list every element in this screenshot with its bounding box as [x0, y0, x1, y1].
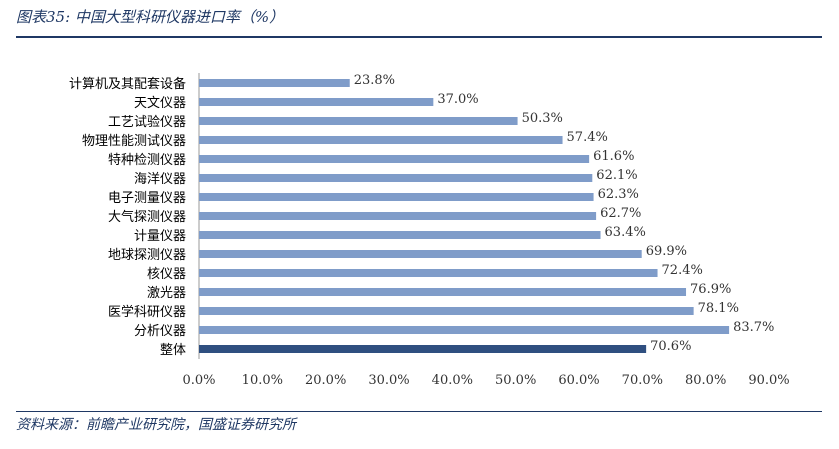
value-label-3: 57.4% — [567, 130, 608, 145]
category-label-1: 天文仪器 — [134, 96, 186, 111]
category-label-14: 整体 — [160, 343, 186, 358]
tick-label-4: 40.0% — [432, 373, 473, 388]
value-label-8: 63.4% — [605, 225, 646, 240]
value-label-6: 62.3% — [598, 187, 639, 202]
category-label-5: 海洋仪器 — [134, 172, 186, 187]
source-rule — [16, 411, 822, 412]
value-label-5: 62.1% — [596, 168, 637, 183]
bar-14 — [199, 345, 647, 353]
value-label-1: 37.0% — [437, 92, 478, 107]
value-label-10: 72.4% — [662, 263, 703, 278]
bar-7 — [199, 212, 597, 220]
value-labels-group: 23.8% 37.0% 50.3% 57.4% 61.6% 62.1% 62.3% 62.7%… — [354, 73, 775, 354]
bar-11 — [199, 288, 687, 296]
category-labels-group: 计算机及其配套设备天文仪器工艺试验仪器物理性能测试仪器特种检测仪器海洋仪器电子测… — [69, 76, 186, 358]
value-label-14: 70.6% — [650, 339, 691, 354]
category-label-6: 电子测量仪器 — [108, 191, 186, 206]
category-label-8: 计量仪器 — [134, 229, 186, 244]
category-label-0: 计算机及其配套设备 — [69, 76, 186, 92]
source-note: 资料来源：前瞻产业研究院，国盛证券研究所 — [16, 417, 296, 433]
bar-3 — [199, 136, 563, 144]
bar-0 — [199, 79, 350, 87]
figure-title: 图表35: 中国大型科研仪器进口率（%） — [16, 8, 285, 26]
value-label-4: 61.6% — [593, 149, 634, 164]
bar-5 — [199, 174, 593, 182]
category-label-13: 分析仪器 — [134, 324, 186, 339]
tick-label-6: 60.0% — [558, 373, 599, 388]
category-label-10: 核仪器 — [147, 267, 186, 282]
value-label-9: 69.9% — [646, 244, 687, 259]
value-label-13: 83.7% — [733, 320, 774, 335]
category-label-4: 特种检测仪器 — [108, 153, 186, 168]
value-label-7: 62.7% — [600, 206, 641, 221]
title-rule — [16, 36, 822, 38]
bar-13 — [199, 326, 730, 334]
bar-4 — [199, 155, 590, 163]
bar-6 — [199, 193, 594, 201]
bar-2 — [199, 117, 518, 125]
category-label-11: 激光器 — [147, 286, 186, 301]
tick-label-3: 30.0% — [368, 373, 409, 388]
bars-group — [199, 79, 730, 353]
value-label-2: 50.3% — [522, 111, 563, 126]
bar-10 — [199, 269, 658, 277]
value-label-0: 23.8% — [354, 73, 395, 88]
tick-label-7: 70.0% — [622, 373, 663, 388]
category-label-2: 工艺试验仪器 — [108, 114, 186, 130]
category-label-12: 医学科研仪器 — [108, 304, 186, 320]
category-label-9: 地球探测仪器 — [108, 248, 186, 263]
tick-label-5: 50.0% — [495, 373, 536, 388]
value-label-12: 78.1% — [698, 301, 739, 316]
bar-9 — [199, 250, 642, 258]
bar-8 — [199, 231, 601, 239]
tick-labels-group: 0.0% 10.0% 20.0% 30.0% 40.0% 50.0% 60.0% 70.0% 8… — [182, 373, 789, 388]
category-label-7: 大气探测仪器 — [108, 209, 186, 225]
category-label-3: 物理性能测试仪器 — [82, 134, 186, 149]
tick-label-2: 20.0% — [305, 373, 346, 388]
tick-label-0: 0.0% — [182, 373, 215, 388]
tick-label-1: 10.0% — [242, 373, 283, 388]
value-label-11: 76.9% — [690, 282, 731, 297]
tick-label-8: 80.0% — [685, 373, 726, 388]
bar-1 — [199, 98, 434, 106]
bar-12 — [199, 307, 694, 315]
tick-label-9: 90.0% — [748, 373, 789, 388]
